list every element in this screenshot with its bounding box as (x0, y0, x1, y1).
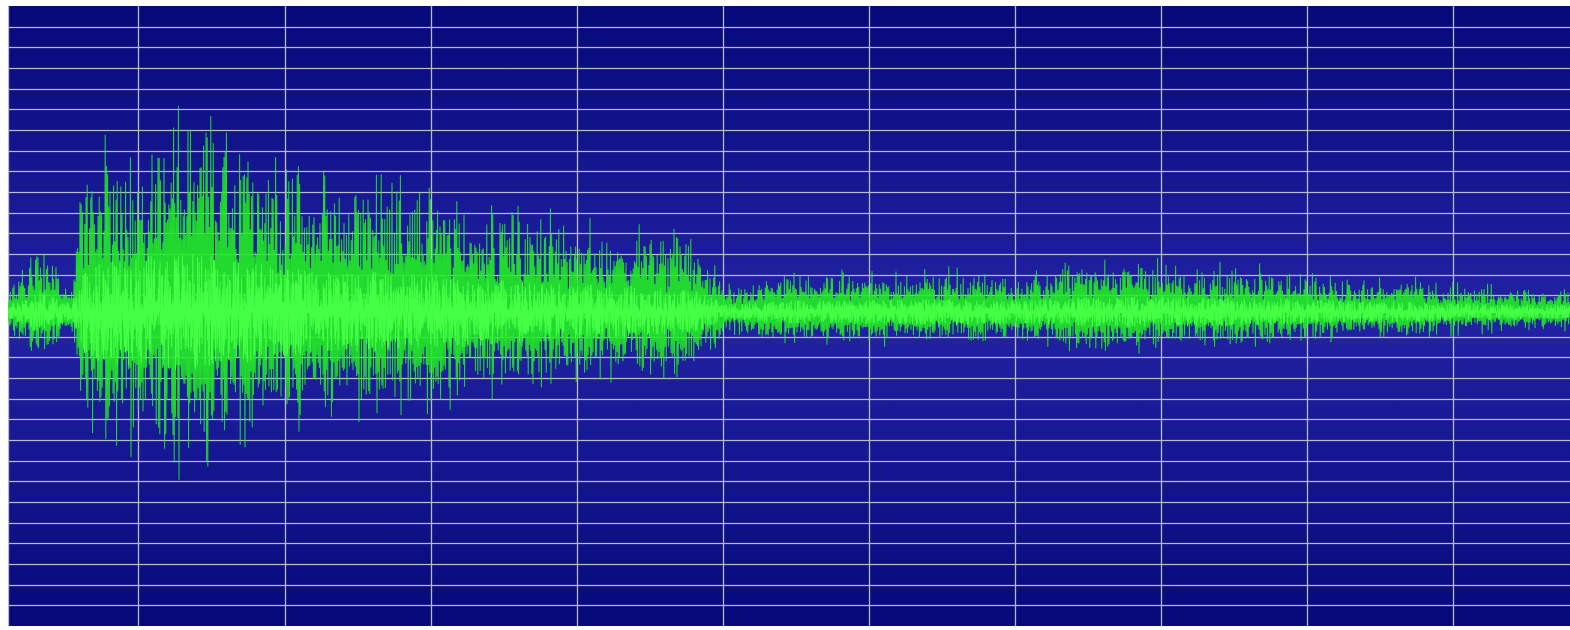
waveform-view[interactable] (8, 6, 1570, 626)
waveform-core (8, 254, 1570, 370)
waveform-canvas[interactable] (8, 6, 1570, 626)
